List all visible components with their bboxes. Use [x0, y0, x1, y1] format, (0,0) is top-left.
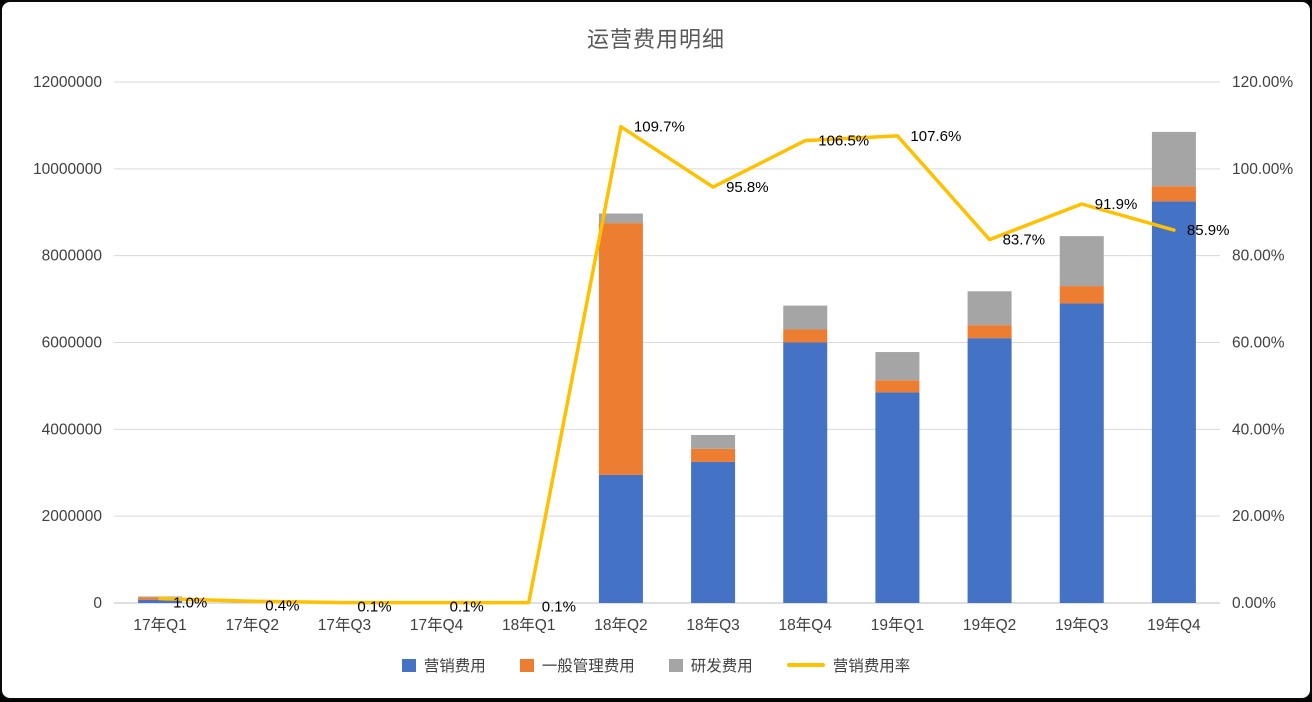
legend-label-marketing-expense: 营销费用	[423, 658, 486, 675]
y-axis-right-tick-label: 100.00%	[1232, 161, 1293, 178]
bar-segment	[875, 392, 920, 603]
x-axis-category-label: 17年Q3	[318, 616, 371, 634]
x-axis-category-label: 17年Q4	[410, 616, 464, 634]
line-data-label: 1.0%	[173, 595, 207, 612]
bar-segment	[1151, 186, 1196, 202]
line-data-label: 107.6%	[910, 128, 961, 145]
bar-segment	[138, 599, 183, 603]
x-axis-category-label: 17年Q1	[133, 616, 186, 634]
legend-label-rd-expense: 研发费用	[690, 658, 753, 675]
y-axis-right-tick-label: 40.00%	[1232, 421, 1285, 438]
bar-segment	[967, 325, 1012, 339]
marketing-expense-rate-line	[158, 124, 1176, 605]
line-data-label: 0.1%	[357, 599, 391, 616]
x-axis-category-label: 18年Q1	[502, 616, 555, 634]
y-axis-right-tick-label: 0.00%	[1232, 595, 1276, 612]
legend-item-marketing-expense-rate: 营销费用率	[786, 654, 911, 676]
line-data-label: 0.4%	[265, 597, 299, 614]
bar-segment	[783, 329, 828, 343]
line-data-label: 106.5%	[818, 133, 869, 150]
legend-item-rd-expense: 研发费用	[668, 654, 753, 676]
x-axis-category-label: 19年Q1	[871, 616, 924, 634]
bar-segment	[875, 380, 920, 393]
bar-segment	[783, 342, 828, 603]
bar-segment	[875, 352, 920, 381]
bar-segment	[1151, 201, 1196, 604]
y-axis-right-tick-label: 20.00%	[1232, 508, 1285, 525]
line-data-label: 85.9%	[1187, 222, 1230, 239]
bar-segment	[1059, 303, 1104, 603]
x-axis-category-label: 18年Q3	[686, 616, 739, 634]
x-axis-category-label: 18年Q4	[779, 616, 833, 634]
chart-title: 运营费用明细	[586, 27, 725, 52]
rd-expense-swatch	[668, 658, 683, 672]
bar-segment	[691, 448, 736, 462]
x-axis-category-label: 17年Q2	[226, 616, 279, 634]
bar-segment	[967, 338, 1012, 603]
x-axis-category-label: 19年Q4	[1147, 616, 1201, 634]
line-data-label: 95.8%	[726, 179, 769, 196]
bar-segment	[691, 461, 736, 603]
x-axis-category-label: 19年Q3	[1055, 616, 1108, 634]
y-axis-left-tick-label: 2000000	[42, 508, 103, 525]
marketing-expense-rate-line-swatch	[786, 663, 825, 667]
line-data-label: 109.7%	[634, 119, 685, 136]
y-axis-left-tick-label: 8000000	[42, 248, 103, 265]
bar-segment	[598, 474, 643, 603]
y-axis-right-tick-label: 60.00%	[1232, 335, 1285, 352]
line-data-label: 83.7%	[1003, 232, 1046, 249]
legend-label-marketing-expense-rate: 营销费用率	[832, 658, 911, 675]
bar-segment	[691, 434, 736, 449]
y-axis-left-tick-label: 12000000	[33, 74, 102, 91]
line-data-label: 0.1%	[450, 599, 484, 616]
y-axis-left-tick-label: 10000000	[33, 161, 102, 178]
bar-segment	[967, 291, 1012, 326]
y-axis-right-tick-label: 120.00%	[1232, 74, 1293, 91]
marketing-expense-swatch	[401, 658, 416, 672]
y-axis-left-tick-label: 6000000	[42, 335, 103, 352]
y-axis-right-tick-label: 80.00%	[1232, 248, 1285, 265]
bar-segment	[598, 223, 643, 475]
x-axis-category-label: 19年Q2	[963, 616, 1016, 634]
line-data-label: 0.1%	[542, 599, 576, 616]
y-axis-left-tick-label: 0	[93, 595, 102, 612]
legend-item-general-admin-expense: 一般管理费用	[519, 654, 635, 676]
legend: 营销费用 一般管理费用 研发费用 营销费用率	[2, 654, 1310, 676]
x-axis-category-label: 18年Q2	[594, 616, 647, 634]
bar-segment	[1059, 286, 1104, 304]
bar-segment	[1151, 131, 1196, 187]
bar-segment	[598, 213, 643, 224]
y-axis-left-tick-label: 4000000	[42, 421, 103, 438]
bar-segment	[783, 305, 828, 330]
general-admin-expense-swatch	[519, 658, 534, 672]
bar-segment	[1059, 236, 1104, 287]
legend-label-general-admin-expense: 一般管理费用	[541, 658, 635, 675]
line-data-label: 91.9%	[1095, 196, 1138, 213]
legend-item-marketing-expense: 营销费用	[401, 654, 486, 676]
